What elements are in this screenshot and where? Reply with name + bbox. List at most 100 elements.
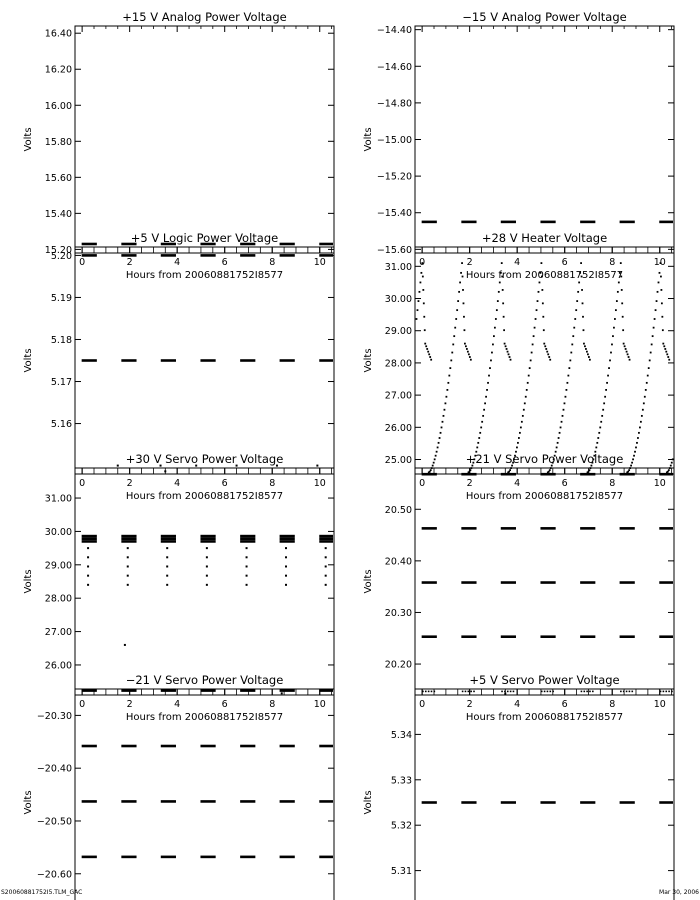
data-point (606, 381, 608, 384)
data-point (506, 350, 509, 353)
data-point (428, 470, 431, 473)
data-point (592, 458, 595, 461)
data-point (547, 353, 550, 356)
data-point (493, 335, 495, 338)
data-point (432, 461, 435, 464)
data-point (615, 300, 618, 302)
panel-2: −15 V Analog Power Voltage0246810−15.60−… (363, 10, 675, 281)
data-point (87, 583, 90, 586)
y-axis-label: Volts (363, 348, 374, 372)
y-tick-label: 28.00 (45, 594, 72, 605)
data-point (577, 290, 580, 293)
y-axis-label: Volts (23, 127, 34, 151)
data-point (660, 289, 663, 291)
data-point (539, 271, 542, 274)
data-point (597, 437, 600, 439)
data-point (166, 583, 169, 586)
data-point (422, 690, 424, 693)
panel-title: +28 V Heater Voltage (482, 231, 607, 245)
x-tick-label: 8 (609, 257, 615, 268)
x-tick-label: 6 (562, 478, 568, 489)
data-point (205, 565, 208, 568)
data-point (613, 326, 615, 329)
data-point (426, 348, 429, 350)
data-point (455, 318, 458, 320)
data-point (458, 290, 461, 293)
panel-7: −21 V Servo Power Voltage 0 2 4 6 8 10 −20.60 −2… (23, 673, 335, 900)
data-point (442, 414, 445, 417)
y-tick-label: −20.60 (37, 869, 72, 880)
data-point (508, 470, 511, 473)
data-point (440, 426, 443, 429)
panel-title: +21 V Servo Power Voltage (466, 452, 624, 466)
y-tick-label: −15.40 (377, 208, 412, 219)
data-point (421, 275, 424, 278)
data-point (661, 329, 664, 332)
data-point (464, 690, 467, 693)
data-point (453, 335, 456, 338)
data-point (501, 289, 504, 291)
data-point (558, 431, 561, 434)
x-tick-label: 2 (467, 699, 473, 710)
x-tick-label: 2 (127, 257, 133, 268)
data-point (424, 342, 427, 345)
data-point (518, 431, 521, 434)
data-point (604, 395, 607, 398)
data-point (245, 583, 248, 586)
data-point (663, 345, 666, 348)
data-point (444, 402, 447, 405)
data-point (656, 290, 659, 293)
y-tick-label: 20.20 (385, 660, 412, 671)
data-point (512, 690, 515, 693)
panel-title: +15 V Analog Power Voltage (122, 10, 286, 24)
data-point (607, 374, 609, 377)
data-point (465, 348, 468, 350)
y-axis-label: Volts (363, 569, 374, 593)
data-point (427, 690, 430, 693)
data-point (514, 454, 516, 457)
data-point (534, 318, 537, 320)
data-point (620, 289, 623, 291)
data-point (437, 441, 440, 444)
data-point (576, 300, 579, 302)
data-point (460, 271, 462, 274)
data-point (594, 450, 597, 453)
y-tick-label: −20.50 (37, 816, 72, 827)
x-axis-label: Hours from 20060881752I8577 (126, 270, 283, 281)
x-tick-label: 4 (514, 257, 520, 268)
data-point (528, 367, 531, 369)
y-tick-label: 5.32 (391, 821, 412, 832)
data-point (653, 318, 656, 320)
data-point (415, 318, 418, 320)
data-point (568, 367, 571, 369)
data-point (668, 690, 670, 693)
plot-frame (74, 25, 335, 254)
data-point (659, 262, 662, 264)
data-point (546, 690, 549, 693)
data-point (559, 426, 562, 429)
y-tick-label: 5.19 (51, 293, 72, 304)
data-point (512, 461, 514, 464)
data-point (658, 271, 661, 274)
data-point (632, 458, 634, 461)
data-point (580, 690, 583, 693)
y-tick-label: 29.00 (45, 560, 72, 571)
data-point (424, 690, 427, 693)
data-point (551, 461, 554, 464)
data-point (422, 302, 425, 305)
data-point (566, 381, 569, 384)
data-point (549, 690, 552, 693)
data-point (116, 464, 119, 467)
data-point (205, 547, 208, 550)
data-point (667, 356, 670, 358)
x-tick-label: 6 (562, 257, 568, 268)
plot-frame (74, 688, 335, 900)
data-point (126, 583, 129, 586)
data-point (662, 342, 665, 345)
data-point (540, 262, 543, 264)
x-tick-label: 4 (514, 699, 520, 710)
y-axis-label: Volts (23, 348, 34, 372)
data-point (501, 275, 504, 278)
data-point (126, 547, 129, 550)
